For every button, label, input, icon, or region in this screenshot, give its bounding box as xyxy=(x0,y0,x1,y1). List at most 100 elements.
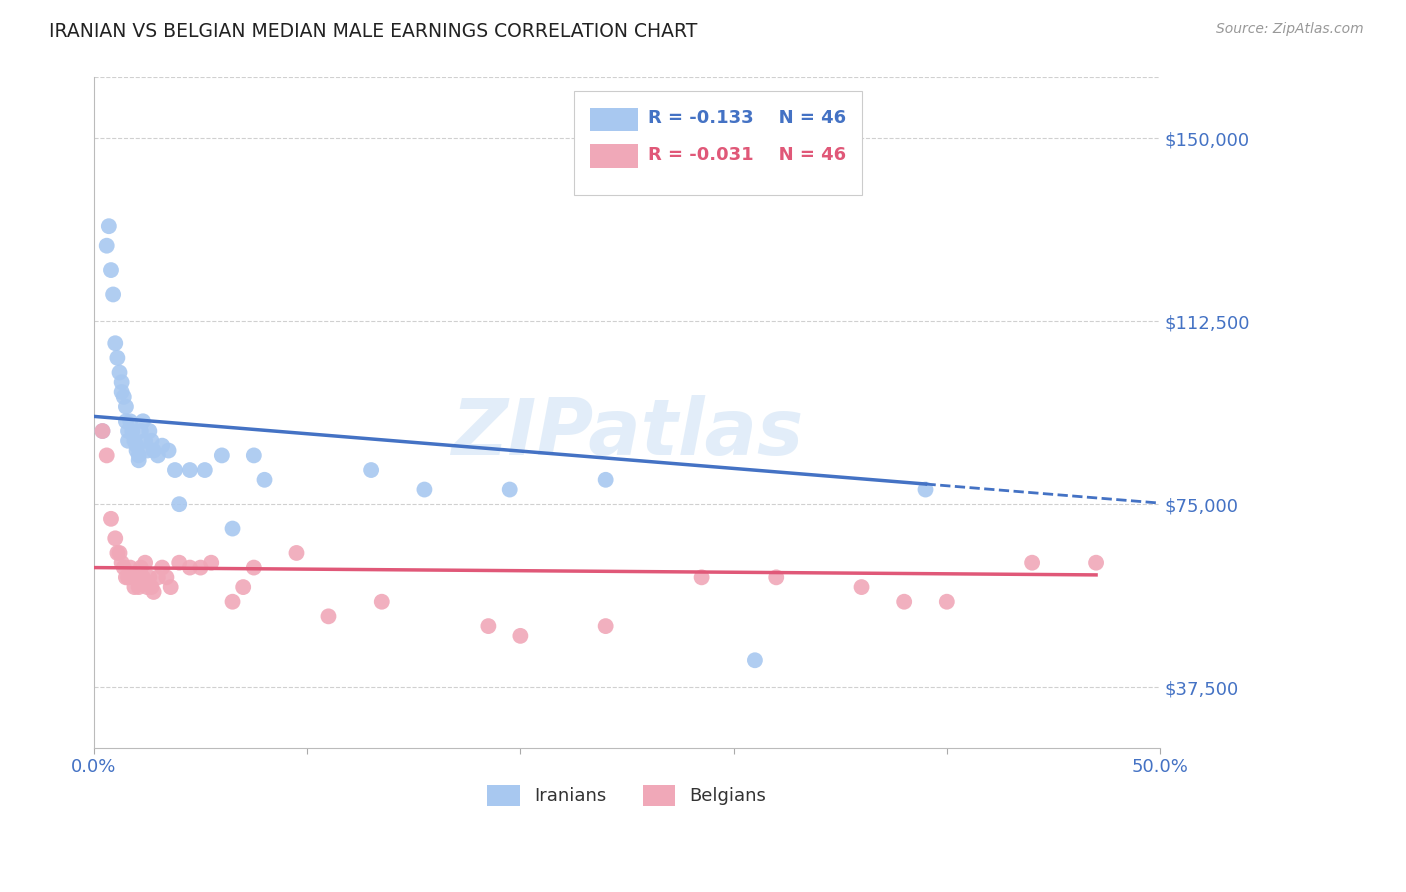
Point xyxy=(91,424,114,438)
Point xyxy=(851,580,873,594)
Point xyxy=(285,546,308,560)
Point xyxy=(112,560,135,574)
Point xyxy=(138,424,160,438)
Point xyxy=(108,366,131,380)
Text: ZIPatlas: ZIPatlas xyxy=(451,395,803,471)
Point xyxy=(136,443,159,458)
Point xyxy=(744,653,766,667)
Point xyxy=(499,483,522,497)
Point xyxy=(138,570,160,584)
Point xyxy=(150,439,173,453)
Point xyxy=(96,449,118,463)
Point xyxy=(167,497,190,511)
Point xyxy=(125,443,148,458)
Point xyxy=(690,570,713,584)
Point xyxy=(125,570,148,584)
Point xyxy=(142,585,165,599)
Point xyxy=(111,556,134,570)
Point xyxy=(157,443,180,458)
Point xyxy=(96,238,118,252)
Point xyxy=(595,619,617,633)
Point xyxy=(100,512,122,526)
Text: IRANIAN VS BELGIAN MEDIAN MALE EARNINGS CORRELATION CHART: IRANIAN VS BELGIAN MEDIAN MALE EARNINGS … xyxy=(49,22,697,41)
Point xyxy=(893,595,915,609)
Point xyxy=(128,449,150,463)
Legend: Iranians, Belgians: Iranians, Belgians xyxy=(481,778,773,813)
Bar xyxy=(589,145,638,168)
Point xyxy=(221,595,243,609)
Point xyxy=(112,390,135,404)
Point xyxy=(146,449,169,463)
Point xyxy=(117,570,139,584)
Point xyxy=(141,580,163,594)
Point xyxy=(509,629,531,643)
Point xyxy=(111,376,134,390)
Point xyxy=(132,570,155,584)
Point xyxy=(765,570,787,584)
Point xyxy=(194,463,217,477)
Point xyxy=(117,434,139,448)
Point xyxy=(477,619,499,633)
Point xyxy=(150,560,173,574)
Bar xyxy=(589,108,638,131)
Point xyxy=(914,483,936,497)
Point xyxy=(318,609,340,624)
Text: Source: ZipAtlas.com: Source: ZipAtlas.com xyxy=(1216,22,1364,37)
Point xyxy=(91,424,114,438)
Point xyxy=(413,483,436,497)
Point xyxy=(101,287,124,301)
Point xyxy=(105,546,128,560)
Point xyxy=(221,522,243,536)
Point xyxy=(132,414,155,428)
Point xyxy=(371,595,394,609)
Point xyxy=(105,351,128,365)
Point xyxy=(360,463,382,477)
Point xyxy=(179,560,201,574)
Point xyxy=(115,570,138,584)
Point xyxy=(243,560,266,574)
Point xyxy=(200,556,222,570)
Point xyxy=(121,570,143,584)
Point xyxy=(108,546,131,560)
Point xyxy=(104,336,127,351)
Point xyxy=(120,560,142,574)
Point xyxy=(100,263,122,277)
Text: R = -0.031    N = 46: R = -0.031 N = 46 xyxy=(648,146,846,164)
Point xyxy=(190,560,212,574)
Point xyxy=(155,570,177,584)
Point xyxy=(179,463,201,477)
Point xyxy=(211,449,233,463)
Point xyxy=(146,570,169,584)
Point xyxy=(163,463,186,477)
Point xyxy=(134,556,156,570)
Point xyxy=(104,531,127,545)
Point xyxy=(253,473,276,487)
Point xyxy=(121,424,143,438)
Point xyxy=(134,434,156,448)
Text: R = -0.133    N = 46: R = -0.133 N = 46 xyxy=(648,110,846,128)
Point xyxy=(136,580,159,594)
Point xyxy=(129,560,152,574)
Point xyxy=(111,384,134,399)
Point xyxy=(129,424,152,438)
Point xyxy=(117,424,139,438)
Point xyxy=(124,434,146,448)
Point xyxy=(167,556,190,570)
Point xyxy=(142,443,165,458)
Point xyxy=(1021,556,1043,570)
Point xyxy=(120,414,142,428)
Point xyxy=(935,595,957,609)
Point xyxy=(97,219,120,234)
Point xyxy=(243,449,266,463)
Point xyxy=(141,434,163,448)
Point xyxy=(128,580,150,594)
Point xyxy=(232,580,254,594)
Point xyxy=(125,439,148,453)
Point xyxy=(124,580,146,594)
Point xyxy=(159,580,181,594)
Point xyxy=(128,453,150,467)
Point xyxy=(115,400,138,414)
FancyBboxPatch shape xyxy=(574,91,862,194)
Point xyxy=(1085,556,1108,570)
Point xyxy=(115,414,138,428)
